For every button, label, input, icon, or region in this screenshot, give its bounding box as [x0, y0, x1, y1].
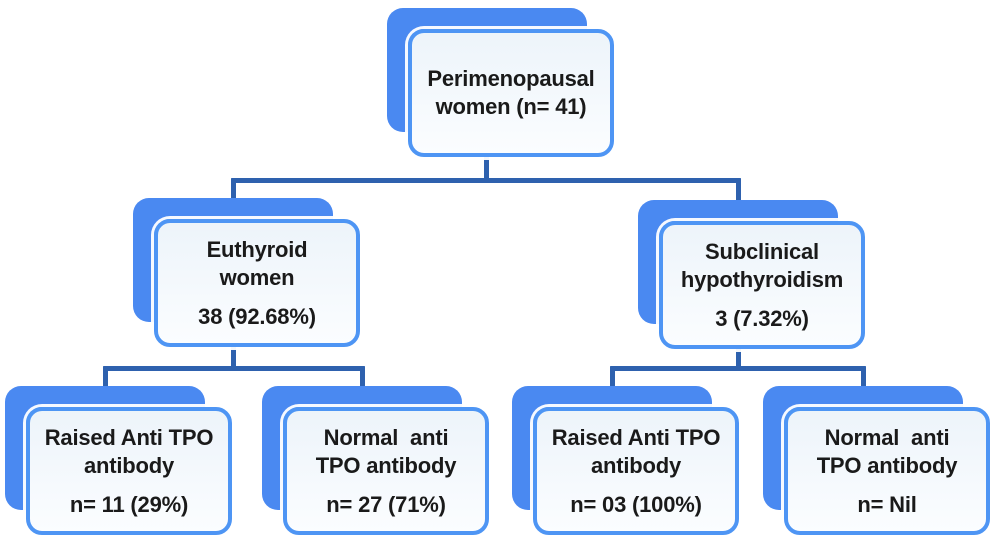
connector-euthyroid-crossbar: [103, 366, 365, 371]
node-card: Euthyroid women 38 (92.68%): [154, 219, 360, 347]
node-text-line: Normal anti: [824, 424, 950, 450]
node-text-line: TPO antibody: [315, 452, 457, 478]
node-text-line: Euthyroid: [206, 236, 308, 262]
node-euthyroid-raised-anti-tpo: Raised Anti TPO antibody n= 11 (29%): [5, 386, 232, 535]
node-text-line: TPO antibody: [816, 452, 958, 478]
node-card: Perimenopausal women (n= 41): [408, 29, 614, 157]
node-perimenopausal-women: Perimenopausal women (n= 41): [387, 8, 614, 157]
node-count-value: 38 (92.68%): [198, 303, 316, 329]
node-euthyroid-normal-anti-tpo: Normal anti TPO antibody n= 27 (71%): [262, 386, 489, 535]
node-card: Subclinical hypothyroidism 3 (7.32%): [659, 221, 865, 349]
node-subclinical-hypothyroidism: Subclinical hypothyroidism 3 (7.32%): [638, 200, 865, 349]
node-text-line: Subclinical: [705, 238, 819, 264]
node-text-line: Raised Anti TPO: [551, 424, 721, 450]
connector-subclinical-stem: [736, 347, 741, 371]
node-text-line: women: [219, 264, 295, 290]
connector-drop-subclinical-normal: [861, 366, 866, 390]
node-text-line: Perimenopausal: [427, 66, 595, 91]
node-card: Raised Anti TPO antibody n= 11 (29%): [26, 407, 232, 535]
node-text-line: Raised Anti TPO: [44, 424, 214, 450]
connector-drop-euthyroid-raised: [103, 366, 108, 390]
connector-drop-subclinical: [736, 178, 741, 202]
connector-euthyroid-stem: [231, 345, 236, 371]
connector-drop-subclinical-raised: [610, 366, 615, 390]
node-text-line: antibody: [590, 452, 682, 478]
connector-drop-euthyroid-normal: [360, 366, 365, 390]
node-count-value: n= 11 (29%): [69, 491, 189, 517]
node-text-line: women (n= 41): [435, 94, 587, 119]
node-card: Raised Anti TPO antibody n= 03 (100%): [533, 407, 739, 535]
node-count-value: n= 27 (71%): [326, 491, 446, 517]
node-card: Normal anti TPO antibody n= Nil: [784, 407, 990, 535]
node-text-line: antibody: [83, 452, 175, 478]
node-text-line: Normal anti: [323, 424, 449, 450]
connector-root-stem: [484, 155, 489, 183]
node-count-value: n= Nil: [857, 491, 917, 517]
node-subclinical-raised-anti-tpo: Raised Anti TPO antibody n= 03 (100%): [512, 386, 739, 535]
node-count-value: n= 03 (100%): [570, 491, 702, 517]
node-euthyroid-women: Euthyroid women 38 (92.68%): [133, 198, 360, 347]
connector-root-crossbar: [231, 178, 741, 183]
node-text-line: hypothyroidism: [680, 266, 844, 292]
node-count-value: 3 (7.32%): [715, 305, 809, 331]
node-card: Normal anti TPO antibody n= 27 (71%): [283, 407, 489, 535]
node-subclinical-normal-anti-tpo: Normal anti TPO antibody n= Nil: [763, 386, 990, 535]
connector-subclinical-crossbar: [610, 366, 866, 371]
connector-drop-euthyroid: [231, 178, 236, 200]
